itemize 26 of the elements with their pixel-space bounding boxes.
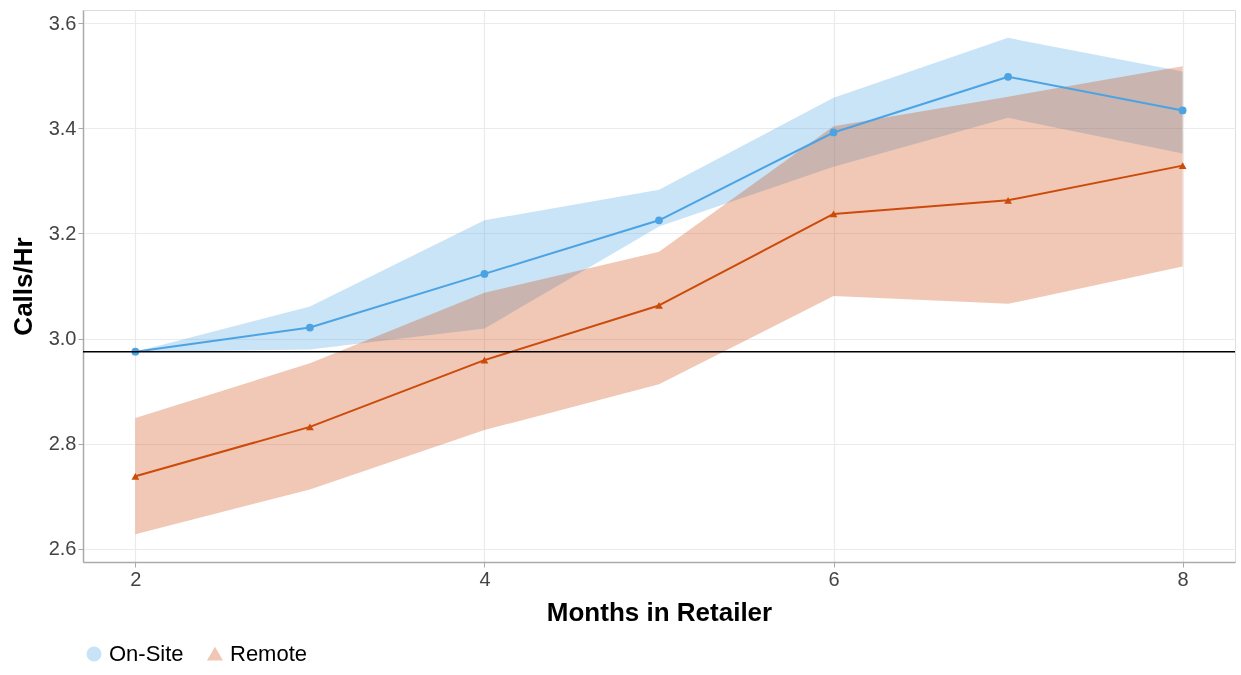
point [655, 302, 663, 309]
point [306, 423, 314, 431]
y-tick-label: 3.6 [48, 11, 77, 34]
point [1004, 72, 1012, 81]
point [829, 210, 838, 218]
legend-label: On-Site [109, 641, 184, 666]
point [306, 323, 314, 332]
point [1178, 162, 1187, 169]
x-axis-title: Months in Retailer [546, 596, 773, 627]
y-tick-label: 3.2 [48, 221, 77, 244]
point [655, 216, 663, 225]
y-tick-label: 2.8 [48, 432, 77, 455]
legend-label: Remote [230, 641, 308, 666]
x-tick-label: 2 [130, 567, 142, 590]
point [131, 472, 140, 480]
y-tick-label: 3.4 [48, 116, 77, 139]
x-tick-label: 6 [828, 567, 840, 590]
y-axis-title: Calls/Hr [7, 237, 38, 336]
point [1004, 196, 1012, 204]
x-tick-label: 4 [479, 567, 491, 590]
point [480, 270, 489, 278]
y-tick-label: 2.6 [48, 537, 77, 560]
point [829, 128, 838, 137]
y-tick-label: 3.0 [48, 327, 77, 350]
x-tick-label: 8 [1177, 567, 1189, 590]
point [1178, 106, 1187, 115]
